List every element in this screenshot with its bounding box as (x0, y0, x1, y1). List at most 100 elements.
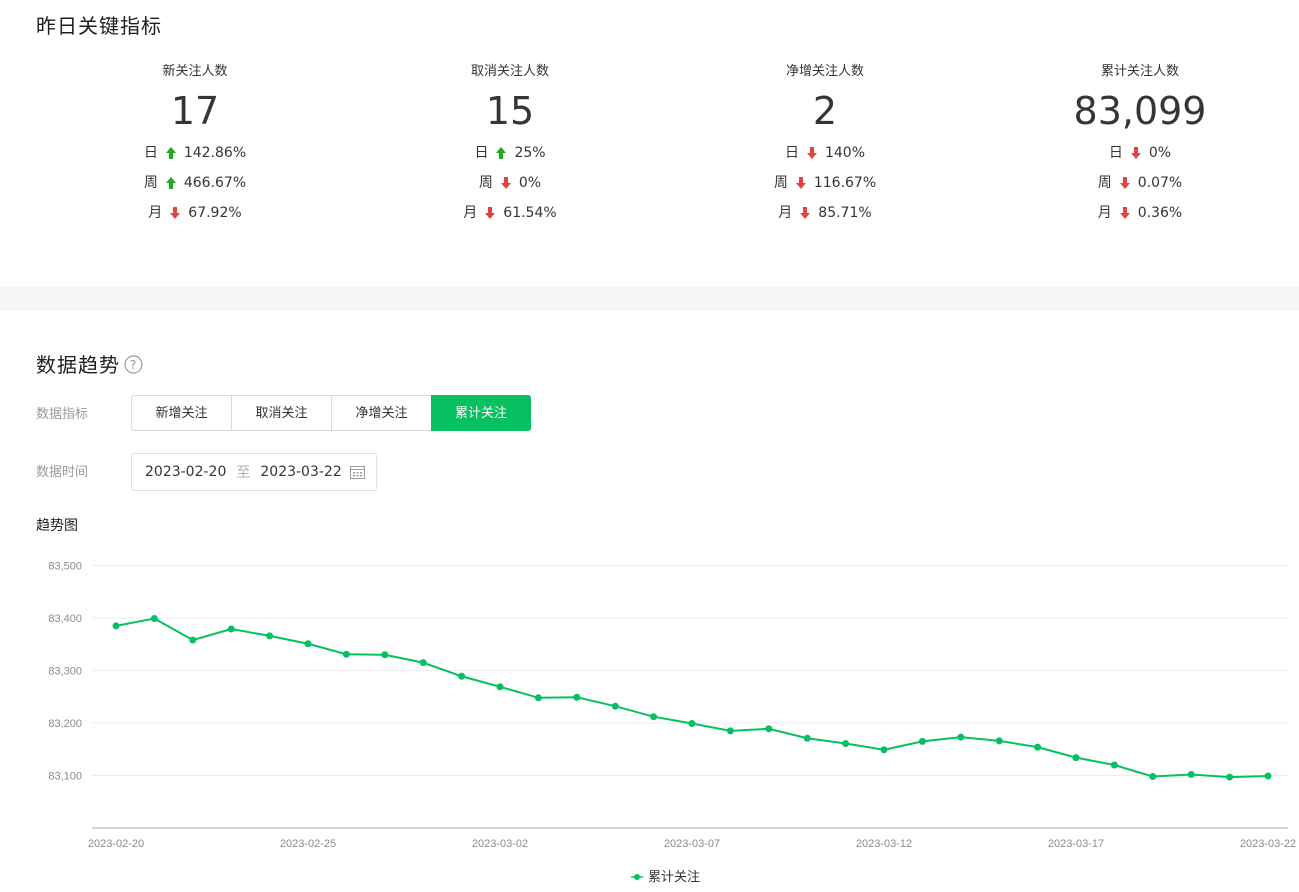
data-point[interactable] (765, 725, 773, 733)
data-point[interactable] (803, 734, 811, 742)
change-percent: 142.86% (183, 145, 247, 161)
metric-tab-button[interactable]: 取消关注 (231, 395, 331, 431)
y-tick-label: 83,500 (48, 561, 82, 573)
data-point[interactable] (611, 702, 619, 710)
metric-tab-button[interactable]: 新增关注 (131, 395, 231, 431)
x-tick-label: 2023-02-20 (88, 838, 144, 850)
key-metrics-panel: 昨日关键指标 新关注人数 17 日 142.86% 周 466.67% 月 67.92% 取消关… (0, 0, 1299, 287)
data-point[interactable] (150, 615, 158, 623)
x-tick-label: 2023-03-12 (856, 838, 912, 850)
data-point[interactable] (419, 659, 427, 667)
svg-text:?: ? (130, 358, 137, 372)
data-point[interactable] (1149, 773, 1157, 781)
data-point[interactable] (266, 632, 274, 640)
period-label: 周 (1097, 175, 1112, 191)
series-line (115, 617, 1269, 779)
metric-tab-button[interactable]: 净增关注 (331, 395, 431, 431)
period-label: 周 (478, 175, 493, 191)
arrow-down-icon (806, 147, 817, 159)
chart-title: 趋势图 (36, 518, 78, 534)
data-point[interactable] (1226, 773, 1234, 781)
arrow-down-icon (485, 207, 496, 219)
metric-label: 净增关注人数 (785, 64, 864, 79)
data-point[interactable] (189, 636, 197, 644)
change-percent: 61.54% (503, 205, 557, 221)
period-label: 日 (784, 145, 799, 161)
x-tick-label: 2023-03-07 (664, 838, 720, 850)
date-start[interactable]: 2023-02-20 (145, 464, 227, 480)
calendar-icon[interactable] (350, 465, 365, 479)
metric-card: 净增关注人数 2 日 140% 周 116.67% 月 85.71% (675, 62, 975, 228)
section-title-key-metrics: 昨日关键指标 (36, 14, 162, 38)
period-label: 日 (143, 145, 158, 161)
legend-label[interactable]: 累计关注 (648, 870, 700, 885)
change-percent: 140% (824, 145, 866, 161)
period-label: 月 (148, 205, 163, 221)
period-label: 周 (773, 175, 788, 191)
x-tick-label: 2023-03-17 (1048, 838, 1104, 850)
x-tick-label: 2023-02-25 (280, 838, 336, 850)
data-point[interactable] (381, 651, 389, 659)
data-point[interactable] (688, 720, 696, 728)
metric-change-row: 日 0% (990, 138, 1290, 168)
metric-card: 累计关注人数 83,099 日 0% 周 0.07% 月 0.36% (990, 62, 1290, 228)
data-point[interactable] (227, 625, 235, 633)
section-divider (0, 287, 1299, 311)
data-point[interactable] (918, 737, 926, 745)
metric-value: 2 (812, 89, 838, 133)
change-percent: 0% (1148, 145, 1172, 161)
change-percent: 0.07% (1137, 175, 1183, 191)
period-label: 周 (143, 175, 158, 191)
metric-card: 取消关注人数 15 日 25% 周 0% 月 61.54% (360, 62, 660, 228)
data-point[interactable] (304, 640, 312, 648)
date-end[interactable]: 2023-03-22 (260, 464, 342, 480)
change-percent: 67.92% (188, 205, 242, 221)
period-label: 月 (463, 205, 478, 221)
section-title-trend: 数据趋势? (36, 349, 143, 379)
date-separator: 至 (236, 465, 251, 481)
metric-change-row: 月 61.54% (360, 198, 660, 228)
y-tick-label: 83,300 (48, 666, 82, 678)
help-icon[interactable]: ? (124, 354, 143, 379)
data-point[interactable] (1110, 761, 1118, 769)
date-range-picker[interactable]: 2023-02-20 至 2023-03-22 (131, 453, 377, 491)
metric-tab-button[interactable]: 累计关注 (431, 395, 531, 431)
metric-change-row: 月 0.36% (990, 198, 1290, 228)
arrow-down-icon (170, 207, 181, 219)
arrow-down-icon (1130, 147, 1141, 159)
period-label: 日 (474, 145, 489, 161)
period-label: 月 (1097, 205, 1112, 221)
data-point[interactable] (112, 622, 120, 630)
data-point[interactable] (726, 727, 734, 735)
metric-selector: 新增关注 取消关注 净增关注 累计关注 (131, 395, 531, 431)
x-tick-label: 2023-03-22 (1240, 838, 1296, 850)
metric-change-row: 周 0% (360, 168, 660, 198)
metric-change-row: 日 25% (360, 138, 660, 168)
metric-value: 83,099 (1073, 89, 1207, 133)
trend-title-text: 数据趋势 (36, 353, 120, 377)
date-range-label: 数据时间 (36, 465, 89, 480)
data-point[interactable] (573, 693, 581, 701)
data-point[interactable] (842, 739, 850, 747)
data-point[interactable] (342, 650, 350, 658)
data-point[interactable] (1034, 743, 1042, 751)
arrow-down-icon (500, 177, 511, 189)
data-point[interactable] (534, 694, 542, 702)
metric-label: 新关注人数 (162, 64, 228, 79)
data-point[interactable] (1072, 754, 1080, 762)
change-percent: 116.67% (813, 175, 877, 191)
data-point[interactable] (458, 672, 466, 680)
period-label: 日 (1108, 145, 1123, 161)
data-point[interactable] (1187, 770, 1195, 778)
data-point[interactable] (496, 683, 504, 691)
data-point[interactable] (650, 713, 658, 721)
arrow-down-icon (800, 207, 811, 219)
trend-line-chart: 83,100 83,200 83,300 83,400 83,500 2023-02-20… (48, 561, 1296, 886)
data-point[interactable] (880, 746, 888, 754)
data-point[interactable] (995, 737, 1003, 745)
data-point[interactable] (957, 733, 965, 741)
arrow-down-icon (795, 177, 806, 189)
change-percent: 0% (518, 175, 542, 191)
arrow-down-icon (1119, 177, 1130, 189)
data-point[interactable] (1264, 772, 1272, 780)
